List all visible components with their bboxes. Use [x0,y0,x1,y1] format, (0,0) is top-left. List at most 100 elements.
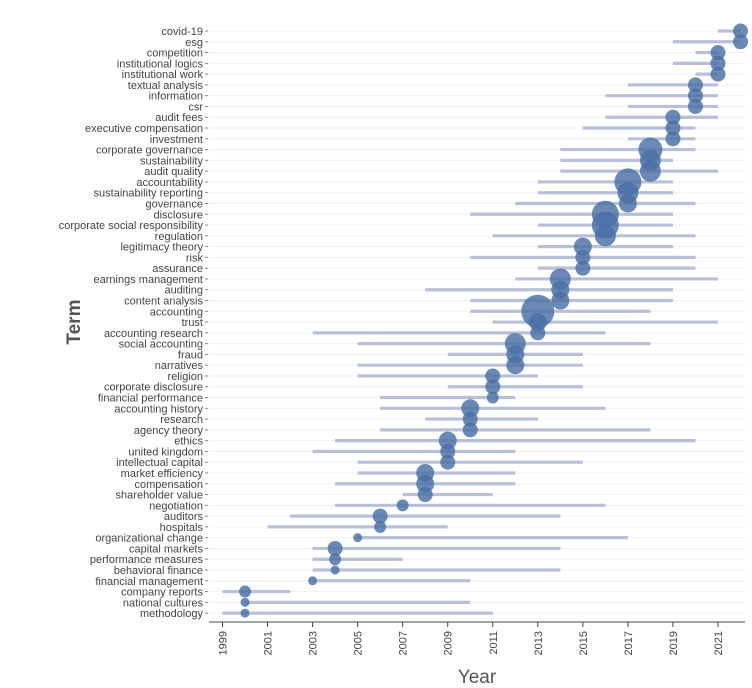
term-label: legitimacy theory [120,242,203,254]
term-label: behavioral finance [114,565,203,577]
term-label: united kingdom [128,446,203,458]
median-point [639,160,661,182]
median-point [618,194,637,213]
median-point [240,597,250,607]
term-label: governance [146,198,204,210]
median-point [327,540,343,556]
term-label: negotiation [149,500,203,512]
x-tick-label: 2011 [488,631,500,655]
median-point [438,431,457,450]
median-point [486,391,499,404]
term-label: hospitals [160,522,204,534]
term-label: trust [182,317,203,329]
term-label: organizational change [95,533,203,545]
term-label: financial management [95,576,203,588]
term-label: competition [147,48,203,60]
term-label: csr [188,101,203,113]
median-point [240,608,250,618]
median-point [485,368,501,384]
term-label: corporate disclosure [104,382,203,394]
term-label: compensation [135,479,204,491]
term-label: information [149,91,203,103]
term-label: corporate social responsibility [59,220,204,232]
term-label: risk [186,252,204,264]
term-label: religion [168,371,203,383]
term-label: covid-19 [161,26,203,38]
point-layer [239,23,748,618]
term-label: regulation [155,231,203,243]
term-label: textual analysis [128,80,204,92]
median-point [710,45,726,61]
median-point [530,325,546,341]
term-label: executive compensation [85,123,203,135]
x-tick-label: 2009 [443,631,455,655]
median-point [665,109,681,125]
term-label: sustainability [140,155,203,167]
median-point [575,249,591,265]
median-point [485,379,501,395]
term-label: financial performance [98,393,203,405]
median-point [308,576,318,586]
median-point [732,34,748,50]
x-tick-label: 2001 [263,631,275,655]
term-label: auditors [164,511,204,523]
median-point [710,55,726,71]
median-point [396,499,409,512]
median-point [665,120,681,136]
median-point [461,399,480,418]
median-point [732,23,748,39]
term-label: esg [185,37,203,49]
median-point [528,313,547,332]
term-label: investment [150,134,203,146]
term-label: corporate governance [96,145,203,157]
x-axis-title: Year [458,667,497,688]
median-point [710,66,726,82]
term-label: capital markets [129,543,203,555]
x-tick-label: 2017 [623,631,635,655]
term-label: earnings management [94,274,203,286]
median-point [594,225,616,247]
term-label: institutional logics [117,58,204,70]
term-label: accounting research [104,328,203,340]
median-point [462,411,478,427]
term-label: sustainability reporting [94,188,203,200]
term-label: intellectual capital [116,457,203,469]
term-label: social accounting [119,339,203,351]
median-point [329,553,342,566]
median-point [687,88,703,104]
term-label: audit fees [155,112,203,124]
median-point [462,422,478,438]
term-label: market efficiency [121,468,204,480]
median-point [506,356,525,375]
median-point [353,533,363,543]
x-tick-label: 2003 [308,631,320,655]
x-tick-label: 2021 [713,631,725,655]
term-label: audit quality [144,166,203,178]
median-point [372,508,388,524]
median-point [665,131,681,147]
term-label: accounting history [114,403,203,415]
term-label: performance measures [90,554,204,566]
x-tick-label: 2019 [668,631,680,655]
term-label: narratives [155,360,204,372]
median-point [374,520,387,533]
y-axis-title: Term [64,300,85,345]
median-point [417,487,433,503]
median-point [687,98,703,114]
x-tick-label: 2013 [533,631,545,655]
term-label: accounting [150,306,203,318]
term-label: assurance [152,263,203,275]
term-label: auditing [164,285,203,297]
x-tick-layer: 1999 2001 2003 2005 2007 2009 2011 2013 2015 2017… [218,622,725,655]
median-point [687,77,703,93]
term-label: disclosure [153,209,203,221]
term-label: research [160,414,203,426]
term-label: ethics [174,436,203,448]
term-label: content analysis [124,296,203,308]
median-point [440,454,456,470]
x-tick-label: 2005 [353,631,365,655]
x-tick-label: 1999 [218,631,230,655]
term-label: fraud [178,349,203,361]
